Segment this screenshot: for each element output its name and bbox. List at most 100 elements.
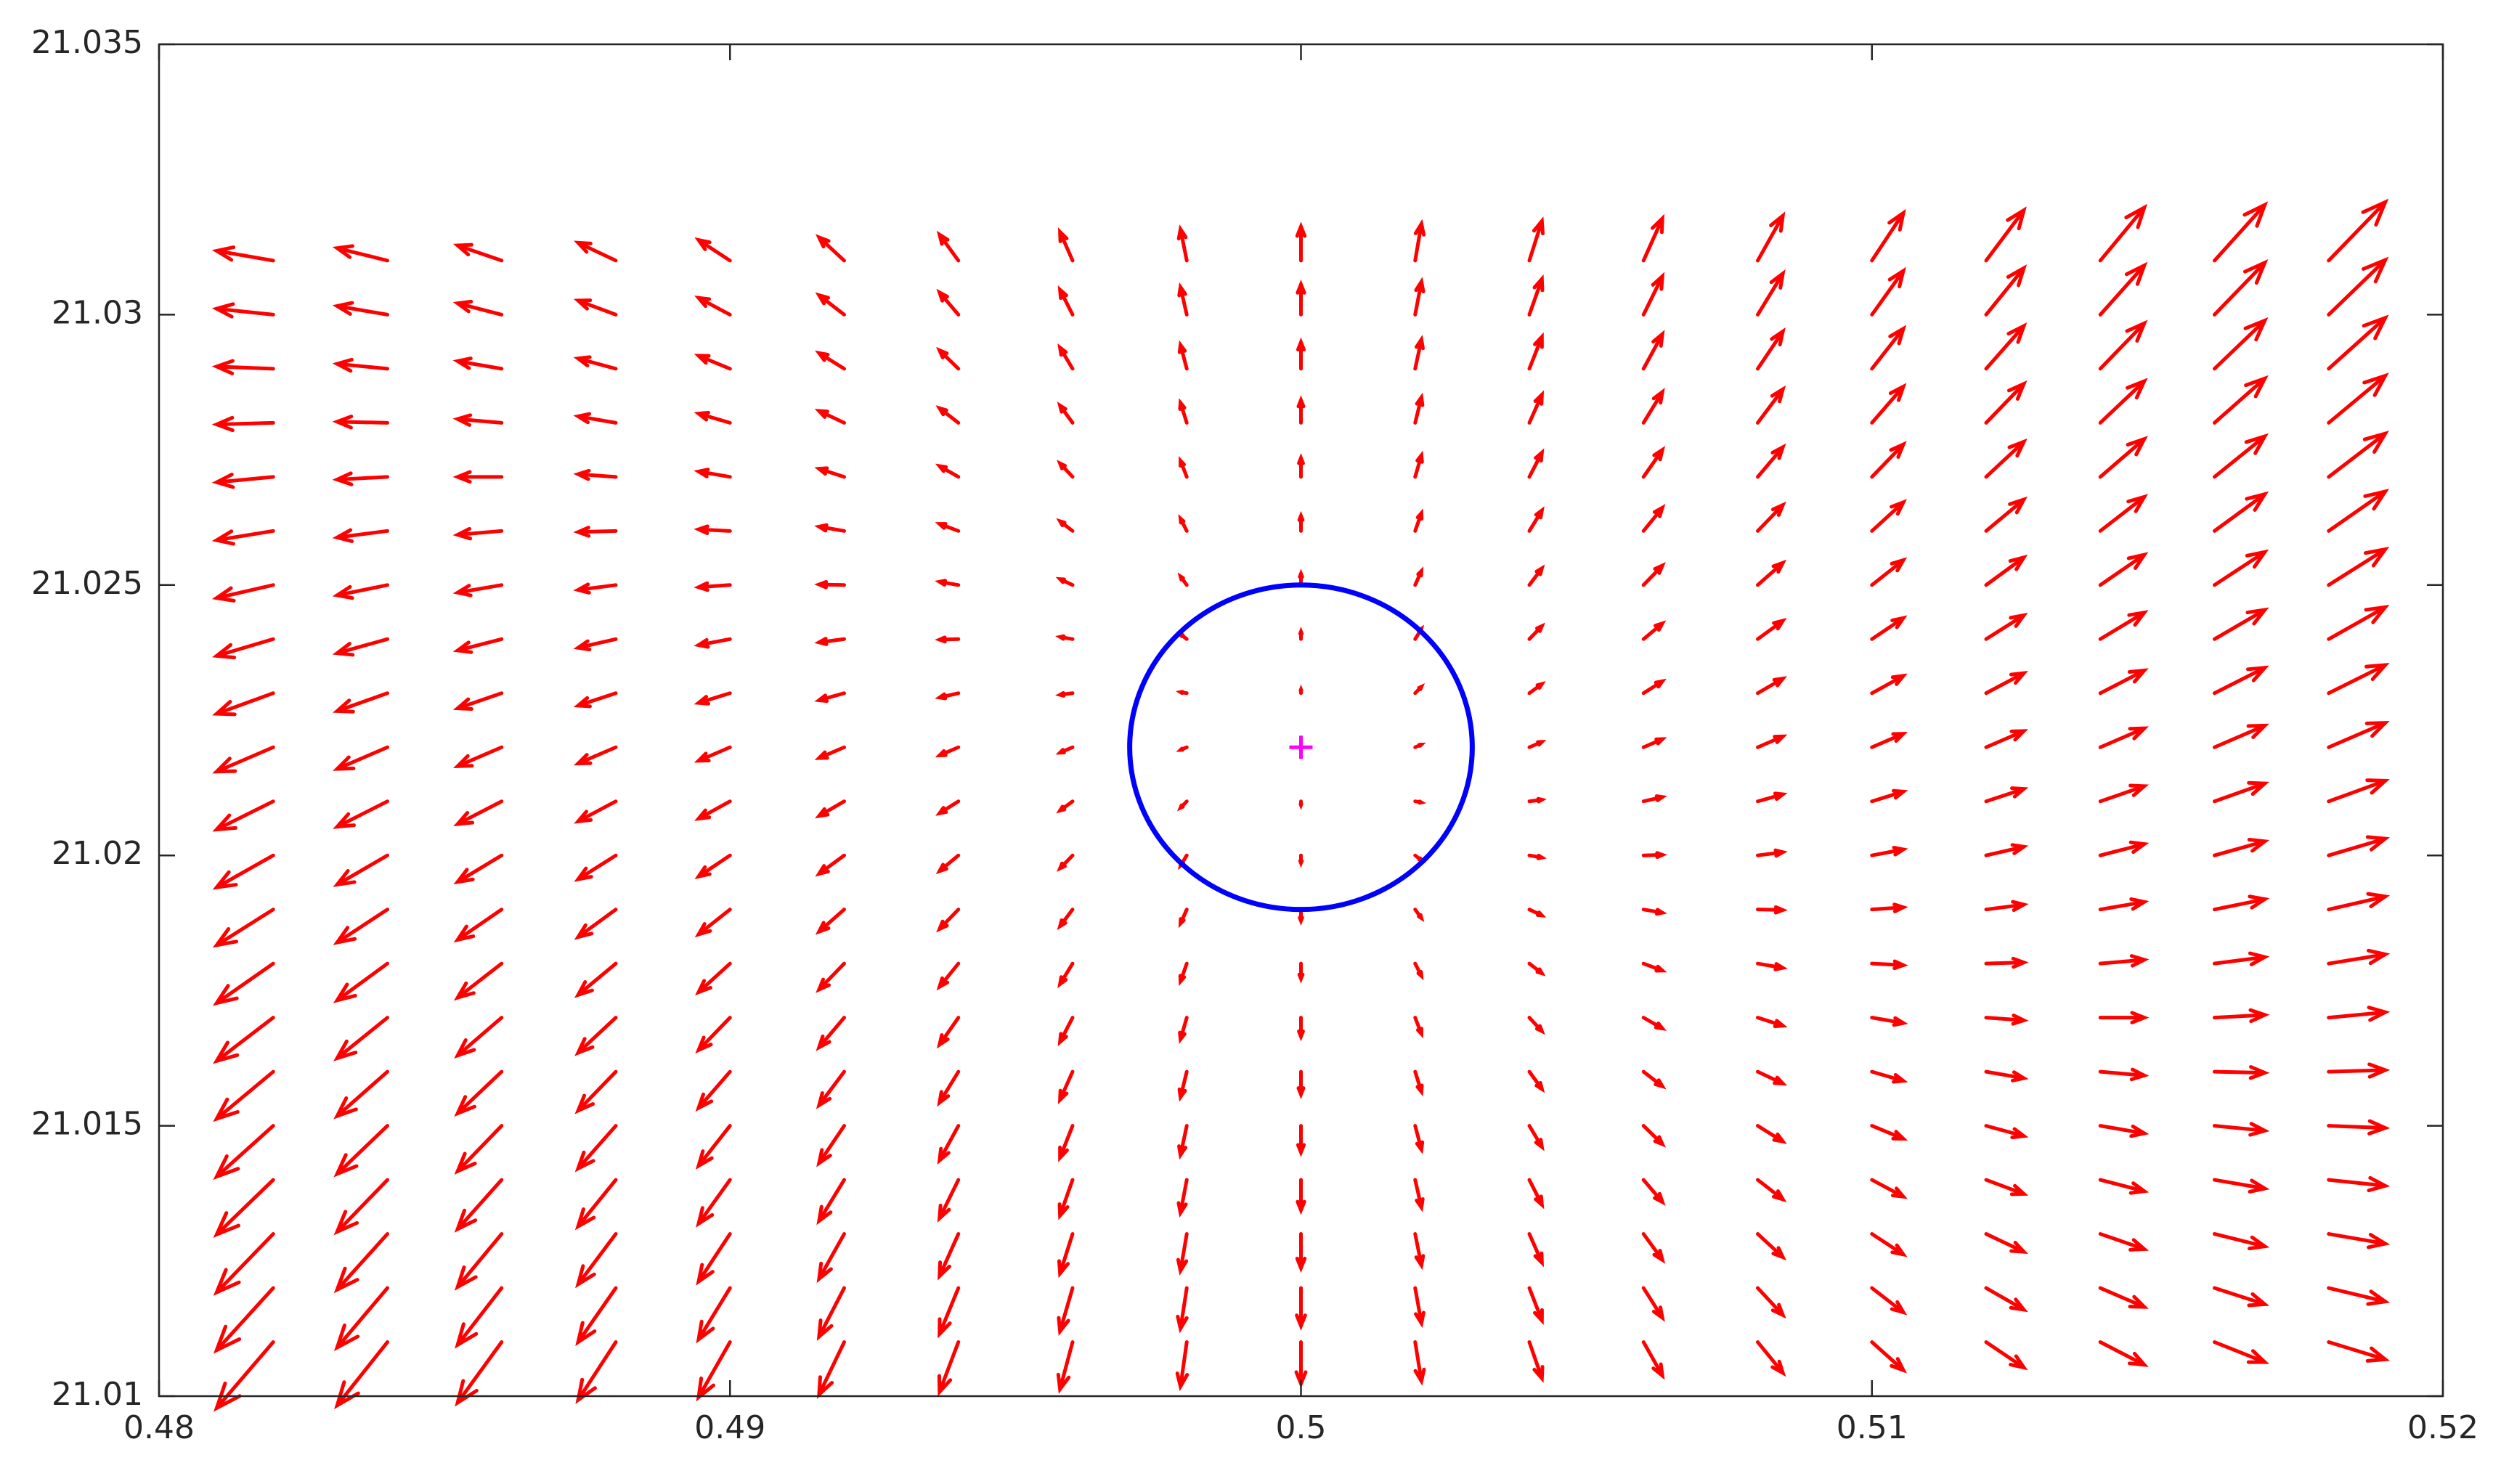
arrow	[1178, 961, 1189, 987]
x-tick-label: 0.52	[2407, 1409, 2478, 1446]
arrow	[333, 1069, 389, 1120]
arrow	[1756, 1232, 1787, 1261]
arrow	[936, 908, 961, 933]
arrow	[332, 471, 389, 486]
arrow	[937, 1124, 961, 1165]
arrow	[1413, 1178, 1425, 1212]
arrow	[2327, 1340, 2391, 1363]
arrow	[574, 799, 618, 824]
arrow	[1870, 1124, 1908, 1141]
arrow	[1177, 340, 1189, 371]
arrow	[815, 799, 846, 819]
arrow	[1055, 634, 1075, 641]
arrow	[1176, 1232, 1189, 1276]
arrow	[1984, 554, 2028, 587]
arrow	[694, 853, 732, 880]
arrow	[2213, 491, 2269, 533]
arrow	[573, 412, 618, 425]
arrow	[2327, 605, 2390, 641]
arrow	[1057, 908, 1075, 931]
arrow	[1413, 742, 1426, 749]
arrow	[815, 853, 846, 877]
arrow	[2327, 547, 2390, 587]
arrow	[1984, 1232, 2028, 1255]
arrow	[1527, 908, 1547, 918]
arrow	[212, 745, 275, 774]
arrow	[935, 463, 961, 479]
arrow	[454, 1069, 504, 1117]
arrow	[211, 473, 275, 489]
arrow	[2213, 607, 2269, 641]
arrow	[2213, 1340, 2269, 1364]
arrow	[2327, 835, 2391, 857]
arrow	[2213, 1232, 2270, 1251]
arrow	[1057, 343, 1075, 371]
arrow	[453, 799, 504, 827]
arrow	[1057, 285, 1075, 317]
arrow	[1984, 612, 2028, 641]
arrow	[2327, 1119, 2391, 1136]
arrow	[333, 908, 389, 945]
arrow	[333, 1286, 389, 1352]
arrow	[1756, 905, 1788, 915]
y-tick-label: 21.015	[31, 1106, 143, 1143]
arrow	[1984, 206, 2027, 263]
arrow	[1756, 385, 1786, 425]
arrow	[2327, 778, 2390, 804]
arrow	[1984, 729, 2029, 749]
arrow	[573, 355, 618, 371]
arrow	[1413, 277, 1426, 317]
arrow	[2098, 1232, 2150, 1252]
arrow	[1177, 572, 1189, 587]
arrow	[333, 1232, 389, 1294]
arrow	[1413, 392, 1425, 425]
arrow	[573, 526, 618, 538]
arrow	[1527, 332, 1544, 371]
arrow	[2098, 552, 2149, 587]
arrow	[2098, 319, 2148, 371]
arrow	[2327, 1006, 2391, 1022]
arrow	[2213, 201, 2269, 263]
arrow	[574, 1069, 618, 1114]
arrow	[1297, 453, 1305, 479]
arrow	[2098, 378, 2148, 425]
arrow	[211, 359, 275, 375]
arrow	[1756, 848, 1788, 858]
arrow	[2327, 1062, 2391, 1079]
y-tick-label: 21.025	[31, 565, 143, 602]
arrow	[1527, 1232, 1545, 1268]
arrow	[1298, 853, 1304, 868]
arrow	[1870, 1232, 1908, 1257]
arrow	[2098, 897, 2150, 912]
arrow	[1297, 961, 1305, 984]
arrow	[2213, 1065, 2270, 1080]
arrow	[573, 691, 618, 709]
arrow	[814, 745, 846, 760]
arrow	[1298, 627, 1304, 641]
arrow	[1984, 956, 2029, 969]
arrow	[1527, 1124, 1545, 1151]
arrow	[935, 799, 961, 816]
arrow	[333, 853, 389, 887]
arrow	[574, 1178, 618, 1231]
arrow	[936, 230, 961, 263]
arrow	[1641, 272, 1665, 317]
arrow	[1870, 499, 1907, 533]
arrow	[2213, 259, 2269, 317]
arrow	[334, 1340, 389, 1409]
arrow	[1870, 383, 1907, 425]
arrow	[1870, 731, 1908, 749]
arrow	[937, 1178, 961, 1223]
arrow	[1056, 518, 1075, 533]
arrow	[2327, 892, 2391, 912]
arrow	[1413, 682, 1426, 696]
arrow	[452, 242, 504, 263]
arrow	[452, 413, 504, 427]
arrow	[694, 691, 732, 706]
arrow	[213, 1232, 275, 1296]
arrow	[333, 1178, 389, 1236]
arrow	[1756, 327, 1786, 371]
y-tick-label: 21.03	[52, 294, 143, 331]
arrow	[1413, 219, 1426, 263]
arrow	[2098, 1124, 2150, 1138]
